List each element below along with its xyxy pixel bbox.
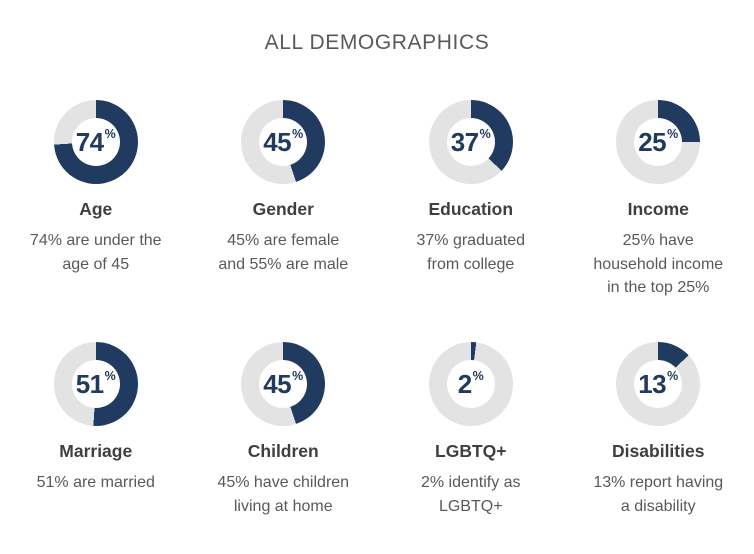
donut-chart-lgbtq: 2% xyxy=(428,342,513,426)
category-label: Marriage xyxy=(59,441,133,461)
donut-grid-row-2: 51% Marriage 51% are married 45% Childre… xyxy=(0,342,754,518)
category-description: 51% are married xyxy=(36,474,155,491)
category-label: Income xyxy=(627,199,689,219)
category-description: 37% graduated from college xyxy=(416,232,526,273)
percent-sign: % xyxy=(292,126,304,141)
donut-center: 45% xyxy=(259,360,308,408)
donut-value: 51 xyxy=(75,369,104,399)
donut-center: 51% xyxy=(71,360,120,408)
percent-sign: % xyxy=(667,126,679,141)
card-age: 74% Age 74% are under the age of 45 xyxy=(2,100,190,342)
donut-value: 45 xyxy=(263,369,292,399)
category-label: Disabilities xyxy=(612,441,705,461)
donut-grid-row-1: 74% Age 74% are under the age of 45 45% … xyxy=(0,100,754,342)
card-children: 45% Children 45% have children living at… xyxy=(190,342,378,518)
donut-center: 45% xyxy=(259,118,308,166)
donut-center: 2% xyxy=(446,360,495,408)
donut-center: 37% xyxy=(446,118,495,166)
percent-sign: % xyxy=(472,368,484,383)
category-label: Education xyxy=(428,199,514,219)
category-description: 13% report having a disability xyxy=(593,474,724,515)
donut-chart-marriage: 51% xyxy=(53,342,138,426)
donut-value: 2 xyxy=(457,369,472,399)
donut-chart-disabilities: 13% xyxy=(616,342,701,426)
donut-chart-age: 74% xyxy=(53,100,138,184)
donut-chart-children: 45% xyxy=(241,342,326,426)
donut-chart-gender: 45% xyxy=(241,100,326,184)
donut-center: 13% xyxy=(634,360,683,408)
percent-sign: % xyxy=(479,126,491,141)
category-description: 45% have children living at home xyxy=(217,474,350,515)
donut-chart-education: 37% xyxy=(428,100,513,184)
percent-sign: % xyxy=(104,126,116,141)
donut-value: 25 xyxy=(638,127,667,157)
page-title: ALL DEMOGRAPHICS xyxy=(264,31,490,54)
card-marriage: 51% Marriage 51% are married xyxy=(2,342,190,518)
donut-value: 74 xyxy=(75,127,104,157)
card-disabilities: 13% Disabilities 13% report having a dis… xyxy=(565,342,753,518)
donut-chart-income: 25% xyxy=(616,100,701,184)
category-description: 45% are female and 55% are male xyxy=(218,232,349,273)
percent-sign: % xyxy=(104,368,116,383)
category-description: 2% identify as LGBTQ+ xyxy=(420,474,521,515)
donut-value: 13 xyxy=(638,369,667,399)
donut-value: 37 xyxy=(450,127,479,157)
card-income: 25% Income 25% have household income in … xyxy=(565,100,753,342)
category-description: 74% are under the age of 45 xyxy=(29,232,162,273)
category-label: Children xyxy=(247,441,319,461)
category-label: Gender xyxy=(252,199,314,219)
card-gender: 45% Gender 45% are female and 55% are ma… xyxy=(190,100,378,342)
donut-center: 74% xyxy=(71,118,120,166)
percent-sign: % xyxy=(292,368,304,383)
card-education: 37% Education 37% graduated from college xyxy=(377,100,565,342)
category-label: Age xyxy=(79,199,113,219)
donut-value: 45 xyxy=(263,127,292,157)
donut-center: 25% xyxy=(634,118,683,166)
card-lgbtq: 2% LGBTQ+ 2% identify as LGBTQ+ xyxy=(377,342,565,518)
category-label: LGBTQ+ xyxy=(435,441,507,461)
percent-sign: % xyxy=(667,368,679,383)
category-description: 25% have household income in the top 25% xyxy=(593,232,724,296)
